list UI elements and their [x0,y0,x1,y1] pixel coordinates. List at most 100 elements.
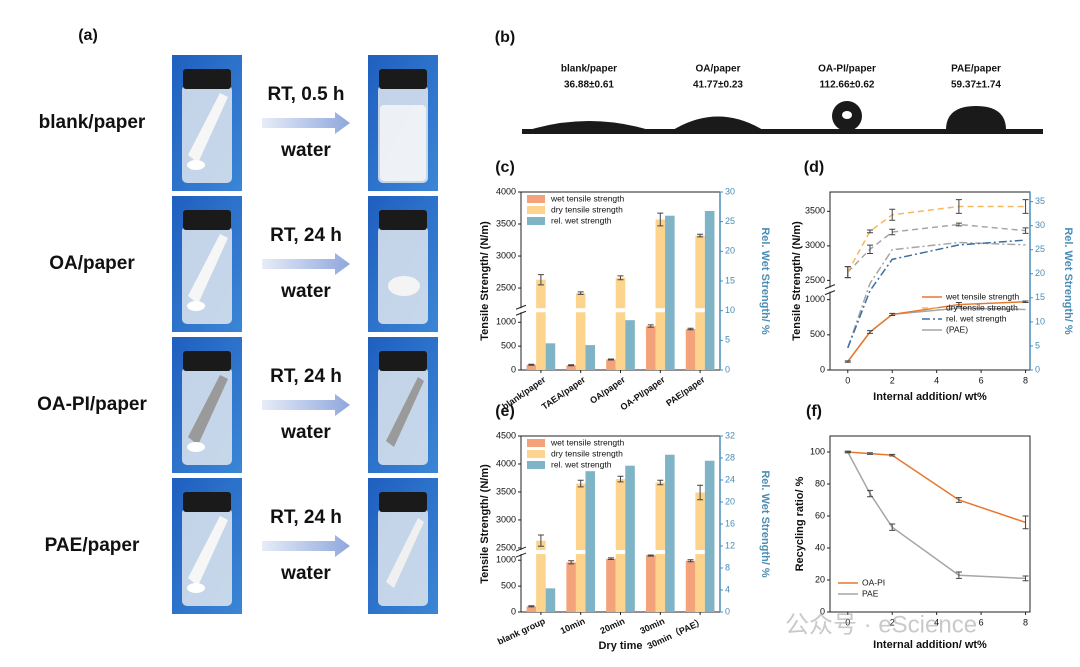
legend-swatch [527,461,545,469]
error-bar [955,199,962,214]
legend-label: wet tensile strength [550,437,625,447]
y2-tick-label: 0 [1035,364,1040,374]
legend-label: dry tensile strength [551,204,623,214]
y2-tick-label: 30 [1035,220,1045,230]
x-tick-label: 20min [599,616,627,636]
droplet [946,106,1006,130]
y2-tick-label: 28 [725,452,735,462]
error-bar [1022,300,1029,303]
bar [704,460,715,612]
axis-break-gap [826,287,834,292]
legend-label: rel. wet strength [551,459,612,469]
error-bar [657,479,664,486]
y2-tick-label: 25 [725,216,735,226]
stir-bar [187,301,205,311]
y2-tick-label: 16 [725,518,735,528]
line [847,241,1026,349]
droplet-highlight [842,111,852,119]
y2-tick-label: 8 [725,562,730,572]
axis-break-gap [694,550,706,555]
bar [545,588,556,612]
vial-glass [378,226,428,324]
contact-angle: 36.88±0.61 [564,80,614,91]
legend-swatch [527,217,545,225]
sample-name: OA-PI/paper [818,64,876,75]
y2-tick-label: 0 [725,606,730,616]
paper-strip [188,93,228,163]
y2-tick-label: 20 [1035,268,1045,278]
axis-break-gap [654,308,667,313]
substrate [780,129,914,134]
line [847,451,1026,580]
error-bar [955,497,962,503]
x-axis-label: Internal addition/ wt% [873,391,987,403]
error-bar [687,327,694,331]
paper-strip [188,375,228,445]
y-tick-label: 0 [820,364,825,374]
bar [575,293,586,370]
bar [685,560,696,612]
error-bar [867,489,873,498]
x-tick-label: PAE/paper [664,374,707,408]
y-tick-label: 3000 [496,514,516,524]
sample-label: PAE/paper [45,535,140,556]
sample-name: PAE/paper [951,64,1001,75]
error-bar [697,233,704,238]
y2-axis-label: Rel. Wet Strength/ % [759,470,771,578]
x-tick-label: 30min [638,616,666,636]
error-bar [889,228,896,236]
axis-break-gap [574,550,587,555]
y-tick-label: 40 [815,542,825,552]
x-tick-label: 6 [979,617,984,627]
error-bar [697,484,704,501]
line [847,223,1026,273]
axis-break-gap [654,550,667,555]
error-bar [568,364,575,367]
chart: (c)050010002500300035004000051015202530b… [479,159,771,412]
error-bar [657,212,664,227]
bar [615,479,626,612]
line [847,205,1026,273]
chart: (e) 0 500 1000 2500 3000 3500 4000 4500 0 4 8 12 16 20… [479,403,771,652]
panel-label: (c) [495,159,515,176]
stir-bar [187,583,205,593]
bar [704,210,715,370]
bar [665,215,675,370]
y-tick-label: 80 [815,478,825,488]
medium: water [280,563,331,584]
chart: (f) 0 20 40 60 80 100 0 2 4 6 8 Recycling ratio/ % In… [794,403,1031,651]
arrow [262,535,350,557]
y2-tick-label: 32 [725,430,735,440]
panel-label: (a) [78,27,98,44]
x-tick-label: 6 [979,375,984,385]
axis-break-gap [535,308,547,313]
arrow [262,253,350,275]
axis-break-gap [517,550,525,555]
legend-label: (PAE) [946,324,968,334]
contact-angle: 59.37±1.74 [951,80,1001,91]
y-tick-label: 3000 [496,250,516,260]
y-tick-label: 1000 [496,317,516,327]
panel-label: (e) [495,403,515,420]
bar [536,540,546,612]
error-bar [607,557,614,560]
error-bar [844,360,851,363]
condition: RT, 24 h [270,507,342,528]
bar [695,235,705,370]
error-bar [844,266,851,279]
x-tick-label: blank group [496,616,547,647]
pulp [388,276,420,296]
plot-frame [829,435,1031,613]
y2-tick-label: 12 [725,540,735,550]
bar [606,558,616,612]
error-bar [687,559,694,563]
stir-bar [187,160,205,170]
substrate [522,129,656,134]
error-bar [577,479,584,488]
line [847,239,1026,349]
watermark: 公众号 · eScience [785,611,977,638]
sample-label: OA/paper [49,253,135,274]
y-tick-label: 3500 [496,218,516,228]
y-tick-label: 20 [815,574,825,584]
axis-break-gap [517,308,525,313]
